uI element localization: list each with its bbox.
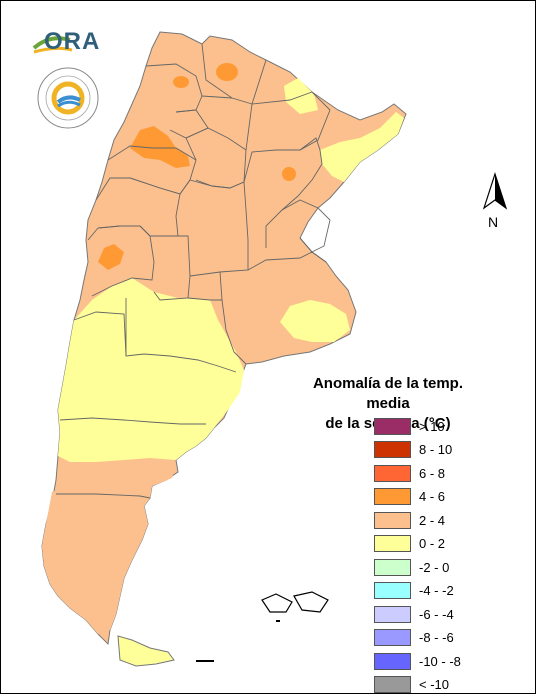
- legend-label: -8 - -6: [419, 630, 454, 645]
- legend-label: -6 - -4: [419, 606, 454, 622]
- legend-label: 8 - 10: [419, 442, 453, 457]
- legend-item: -4 - -2: [374, 581, 454, 601]
- legend-item: 4 - 6: [374, 487, 445, 507]
- legend-swatch: [374, 558, 411, 576]
- small-islands: [196, 620, 280, 662]
- legend-swatch: [374, 629, 411, 646]
- legend-label: > 10: [419, 418, 445, 434]
- smn-logo: [36, 66, 100, 130]
- legend-swatch: [374, 464, 411, 482]
- province-borders: [56, 43, 331, 499]
- legend-swatch: [374, 652, 411, 670]
- legend-item: -6 - -4: [374, 604, 454, 624]
- zone-4-6: [98, 63, 296, 270]
- legend-item: -10 - -8: [374, 651, 461, 671]
- north-arrow-icon: [480, 172, 510, 232]
- legend-item: -8 - -6: [374, 628, 454, 648]
- legend-swatch: [374, 582, 411, 599]
- legend-label: 4 - 6: [419, 489, 446, 504]
- legend-swatch: [374, 605, 411, 623]
- legend-label: 0 - 2: [419, 536, 446, 551]
- legend-label: -2 - 0: [419, 559, 450, 575]
- legend-item: < -10: [374, 675, 449, 695]
- legend-item: 8 - 10: [374, 440, 452, 460]
- legend-title-line1: Anomalía de la temp. media: [312, 375, 464, 412]
- ora-logo: [32, 26, 104, 60]
- legend-swatch: [374, 488, 411, 505]
- legend-item: 2 - 4: [374, 510, 445, 530]
- legend-item: -2 - 0: [374, 557, 449, 577]
- legend-item: > 10: [374, 416, 445, 436]
- zone-2-4-south: [42, 470, 172, 634]
- legend-label: -4 - -2: [419, 583, 454, 598]
- legend-swatch: [374, 511, 411, 529]
- ora-logo-text: ORA: [44, 28, 101, 55]
- legend-label: < -10: [419, 677, 449, 692]
- north-label: N: [488, 214, 499, 230]
- legend-swatch: [374, 535, 411, 552]
- legend-label: 6 - 8: [419, 465, 446, 481]
- legend-label: 2 - 4: [419, 512, 446, 528]
- legend-label: -10 - -8: [419, 653, 461, 669]
- tierra-del-fuego: [117, 635, 175, 667]
- legend-item: 0 - 2: [374, 534, 445, 554]
- legend-swatch: [374, 417, 411, 435]
- malvinas-islands: [261, 591, 329, 613]
- legend-swatch: [374, 441, 411, 458]
- legend-swatch: [374, 676, 411, 693]
- legend-item: 6 - 8: [374, 463, 445, 483]
